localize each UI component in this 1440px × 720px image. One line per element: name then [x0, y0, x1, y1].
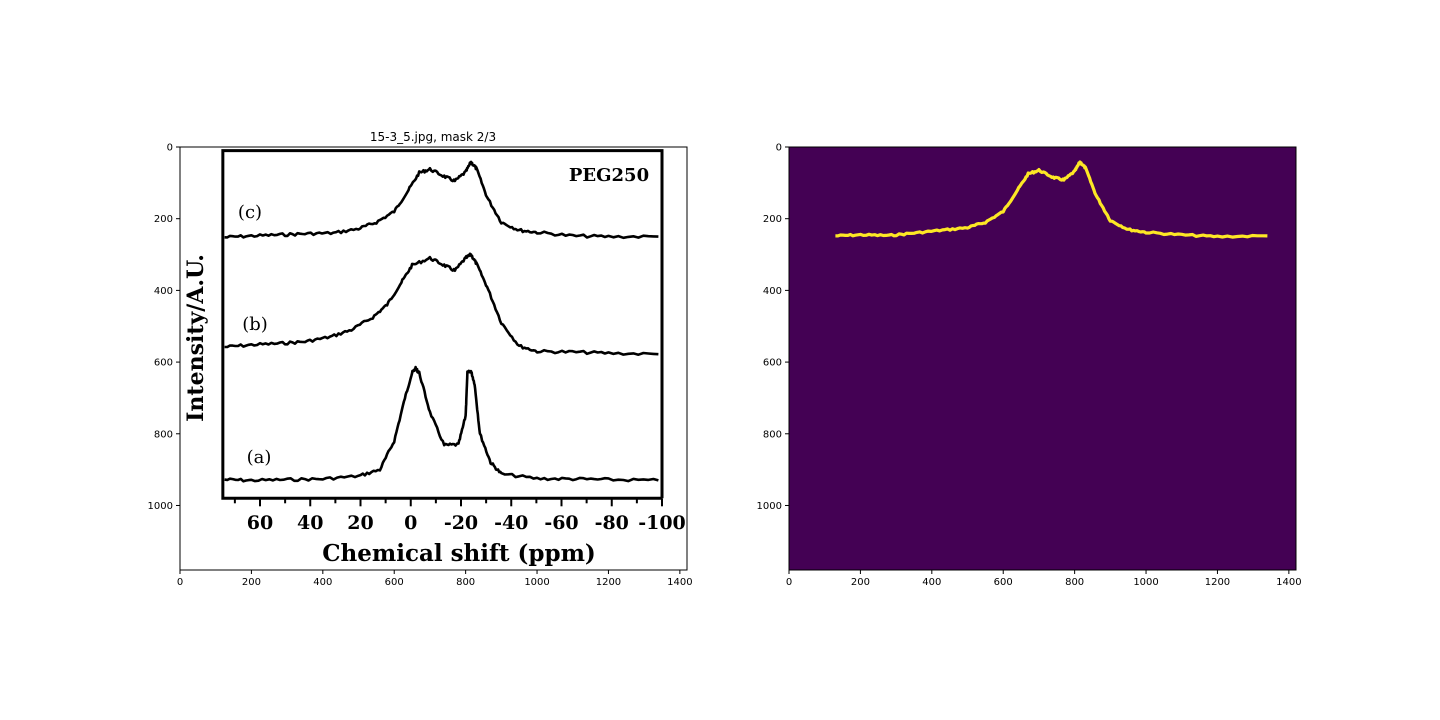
right-xtick-label: 400	[922, 577, 941, 588]
left-ytick-label: 200	[154, 214, 173, 225]
right-ytick-label: 600	[763, 358, 782, 369]
right-xtick-label: 1200	[1205, 577, 1230, 588]
inner-figure-ylabel: Intensity/A.U.	[183, 254, 209, 422]
left-xtick-label: 400	[313, 577, 332, 588]
left-ytick-label: 800	[154, 429, 173, 440]
left-axes-frame	[179, 146, 688, 571]
left-xtick-label: 1000	[524, 577, 549, 588]
mask-series	[835, 160, 1268, 239]
left-ytick-label: 0	[167, 143, 173, 154]
left-panel: PEG250 (c) (b) (a) Intensity/A.U. Chemic…	[148, 143, 693, 589]
figure-title: 15-3_5.jpg, mask 2/3	[370, 130, 496, 144]
mask-line	[835, 160, 1268, 239]
left-xtick-label: 600	[385, 577, 404, 588]
left-ytick-label: 600	[154, 358, 173, 369]
left-xtick-label: 0	[177, 577, 183, 588]
left-axis-ticks: 0 200 400 600 800 1000 1200 1400020040060080010…	[148, 143, 693, 589]
inner-xtick-label: -80	[595, 512, 629, 534]
inner-figure-label: PEG250	[569, 165, 649, 186]
right-axes-frame	[788, 146, 1297, 571]
right-xtick-label: 1000	[1133, 577, 1158, 588]
inner-figure: PEG250 (c) (b) (a) Intensity/A.U. Chemic…	[183, 149, 686, 567]
spectrum-line	[224, 252, 659, 357]
inner-xtick-label: -40	[494, 512, 528, 534]
right-axes-area	[789, 147, 1296, 570]
right-xtick-label: 600	[994, 577, 1013, 588]
right-ytick-label: 400	[763, 286, 782, 297]
inner-xtick-label: -60	[544, 512, 578, 534]
curve-label-a: (a)	[247, 447, 272, 468]
right-ytick-label: 1000	[757, 501, 782, 512]
inner-figure-xlabel: Chemical shift (ppm)	[322, 540, 596, 567]
inner-xtick-label: 20	[347, 512, 373, 534]
right-ytick-label: 800	[763, 429, 782, 440]
inner-xtick-label: -100	[638, 512, 686, 534]
inner-xtick-label: 40	[297, 512, 323, 534]
left-xtick-label: 200	[242, 577, 261, 588]
inner-figure-frame	[221, 149, 664, 500]
spectrum-line	[224, 160, 659, 240]
inner-xtick-label: 60	[247, 512, 273, 534]
left-xtick-label: 1200	[596, 577, 621, 588]
curve-label-c: (c)	[238, 202, 262, 223]
inner-xtick-label: 0	[404, 512, 417, 534]
right-axis-ticks: 0 200 400 600 800 1000 1200 1400 0 200 400 600 800 10…	[757, 143, 1302, 589]
right-xtick-label: 0	[786, 577, 792, 588]
right-xtick-label: 1400	[1276, 577, 1301, 588]
inner-figure-xticks: 60 40 20 0 -20 -40 -60 -80 -100	[233, 498, 686, 534]
left-xtick-label: 800	[456, 577, 475, 588]
right-xtick-label: 200	[851, 577, 870, 588]
right-panel: 0 200 400 600 800 1000 1200 1400 0 200 400 600 800 10…	[757, 143, 1302, 589]
right-ytick-label: 0	[776, 143, 782, 154]
curve-label-b: (b)	[242, 314, 268, 335]
right-ytick-label: 200	[763, 214, 782, 225]
spectrum-line	[224, 365, 659, 483]
right-xtick-label: 800	[1065, 577, 1084, 588]
left-ytick-label: 1000	[148, 501, 173, 512]
inner-xtick-label: -20	[444, 512, 478, 534]
left-xtick-label: 1400	[667, 577, 692, 588]
left-ytick-label: 400	[154, 286, 173, 297]
